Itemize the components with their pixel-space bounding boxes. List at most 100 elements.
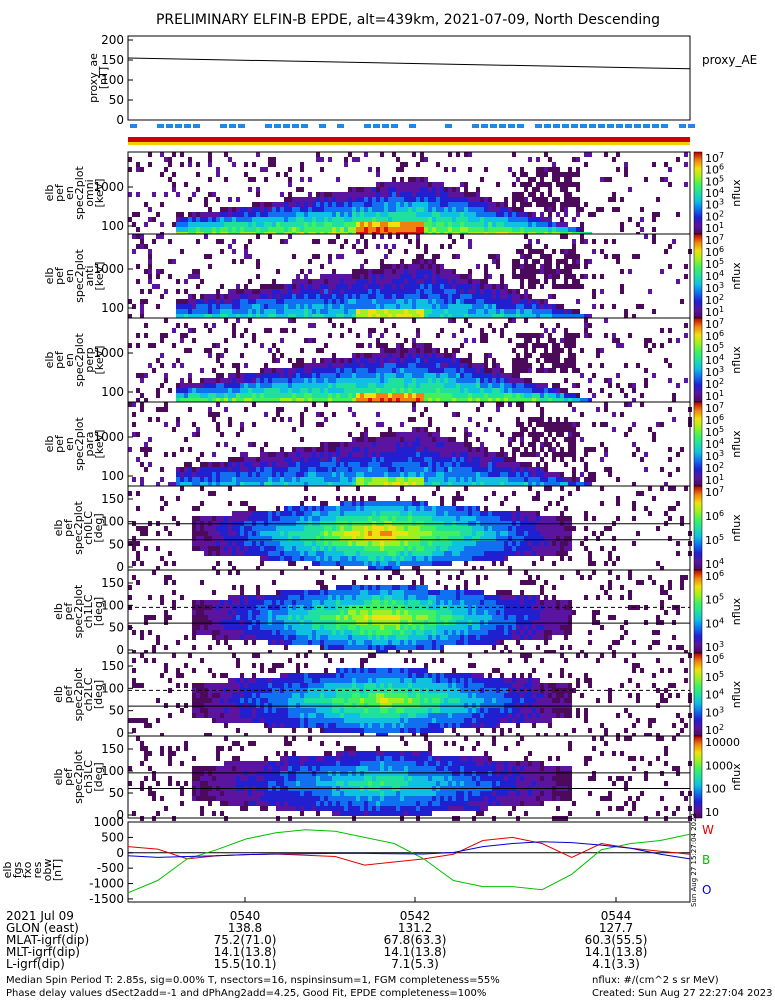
spectrogram-cell <box>348 546 352 551</box>
spectrogram-cell <box>468 417 472 422</box>
spectrogram-cell <box>404 309 408 314</box>
spectrogram-cell <box>376 383 380 388</box>
spectrogram-cell <box>416 177 420 182</box>
spectrogram-cell <box>368 279 372 284</box>
spectrogram-cell <box>216 212 220 217</box>
spectrogram-cell <box>308 222 312 227</box>
spectrogram-cell <box>452 477 456 482</box>
spectrogram-cell <box>204 348 208 353</box>
blue-bar-segment <box>319 124 326 128</box>
spectrogram-cell <box>308 177 312 182</box>
spectrogram-cell <box>664 162 668 167</box>
spectrogram-cell <box>140 393 144 398</box>
spectrogram-cell <box>136 227 140 232</box>
spectrogram-cell <box>148 437 152 442</box>
spectrogram-cell <box>380 269 384 274</box>
spectrogram-cell <box>268 299 272 304</box>
spectrogram-cell <box>488 472 492 477</box>
spectrogram-cell <box>420 363 424 368</box>
spectrogram-cell <box>508 383 512 388</box>
spectrogram-cell <box>476 222 480 227</box>
spectrogram-cell <box>252 289 256 294</box>
spectrogram-cell <box>560 249 564 254</box>
spectrogram-cell <box>632 452 636 457</box>
energy-panel-3 <box>128 318 690 403</box>
spectrogram-cell <box>444 457 448 462</box>
spectrogram-cell <box>524 462 528 467</box>
spectrogram-cell <box>508 207 512 212</box>
spectrogram-cell <box>260 304 264 309</box>
spectrogram-cell <box>416 437 420 442</box>
spectrogram-cell <box>200 541 204 546</box>
spectrogram-cell <box>252 383 256 388</box>
spectrogram-cell <box>460 217 464 222</box>
spectrogram-cell <box>348 442 352 447</box>
spectrogram-cell <box>232 323 236 328</box>
spectrogram-cell <box>476 309 480 314</box>
spectrogram-cell <box>328 259 332 264</box>
proxy-ae-panel: proxy_AE <box>128 36 757 120</box>
spectrogram-cell <box>200 383 204 388</box>
spectrogram-cell <box>564 427 568 432</box>
spectrogram-cell <box>564 212 568 217</box>
spectrogram-cell <box>216 217 220 222</box>
spectrogram-cell <box>176 309 180 314</box>
spectrogram-cell <box>308 447 312 452</box>
spectrogram-cell <box>236 378 240 383</box>
spectrogram-cell <box>196 526 200 531</box>
spectrogram-cell <box>404 304 408 309</box>
spectrogram-cell <box>392 452 396 457</box>
spectrogram-cell <box>368 222 372 227</box>
spectrogram-cell <box>352 363 356 368</box>
spectrogram-cell <box>572 358 576 363</box>
spectrogram-cell <box>528 222 532 227</box>
spectrogram-cell <box>288 309 292 314</box>
spectrogram-cell <box>248 462 252 467</box>
spectrogram-cell <box>444 383 448 388</box>
spectrogram-cell <box>644 338 648 343</box>
spectrogram-cell <box>488 197 492 202</box>
spectrogram-cell <box>292 526 296 531</box>
spectrogram-cell <box>376 472 380 477</box>
spectrogram-cell <box>160 467 164 472</box>
spectrogram-cell <box>276 383 280 388</box>
spectrogram-cell <box>524 294 528 299</box>
spectrogram-cell <box>312 388 316 393</box>
spectrogram-cell <box>584 323 588 328</box>
spectrogram-cell <box>540 222 544 227</box>
spectrogram-cell <box>676 383 680 388</box>
spectrogram-cell <box>272 462 276 467</box>
spectrogram-cell <box>600 249 604 254</box>
spectrogram-cell <box>132 402 136 407</box>
spectrogram-cell <box>448 442 452 447</box>
spectrogram-cell <box>156 407 160 412</box>
spectrogram-cell <box>168 177 172 182</box>
spectrogram-cell <box>408 207 412 212</box>
spectrogram-cell <box>284 462 288 467</box>
spectrogram-cell <box>500 452 504 457</box>
proxy-ae-line <box>128 58 690 69</box>
spectrogram-cell <box>380 187 384 192</box>
spectrogram-cell <box>312 309 316 314</box>
spectrogram-cell <box>496 284 500 289</box>
spectrogram-cell <box>456 207 460 212</box>
spectrogram-cell <box>540 217 544 222</box>
spectrogram-cell <box>528 363 532 368</box>
spectrogram-cell <box>252 333 256 338</box>
spectrogram-cell <box>524 378 528 383</box>
spectrogram-cell <box>244 388 248 393</box>
spectrogram-cell <box>464 299 468 304</box>
spectrogram-cell <box>392 304 396 309</box>
spectrogram-cell <box>536 269 540 274</box>
spectrogram-cell <box>328 556 332 561</box>
spectrogram-cell <box>340 197 344 202</box>
spectrogram-cell <box>352 472 356 477</box>
spectrogram-cell <box>300 227 304 232</box>
spectrogram-cell <box>312 222 316 227</box>
spectrogram-cell <box>136 373 140 378</box>
spectrogram-cell <box>272 353 276 358</box>
spectrogram-cell <box>556 363 560 368</box>
spectrogram-cell <box>520 368 524 373</box>
spectrogram-cell <box>428 197 432 202</box>
spectrogram-cell <box>448 393 452 398</box>
